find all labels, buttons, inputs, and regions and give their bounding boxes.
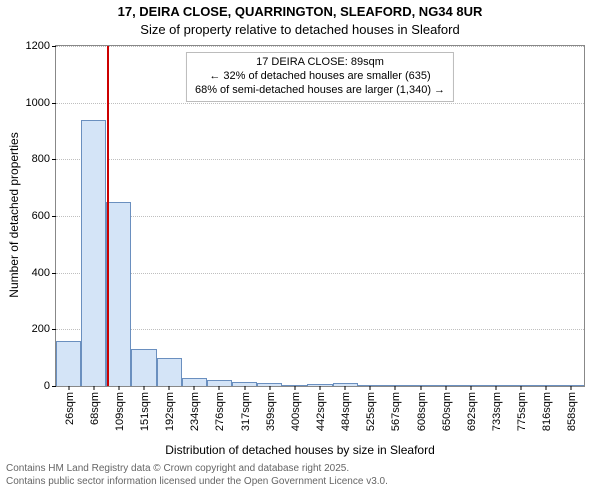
x-tick-label: 775sqm bbox=[514, 392, 528, 431]
x-tick-label: 192sqm bbox=[162, 392, 176, 431]
x-tick-label: 68sqm bbox=[87, 392, 101, 425]
x-tick-label: 234sqm bbox=[187, 392, 201, 431]
x-tick bbox=[395, 386, 396, 390]
y-tick-label: 1200 bbox=[26, 40, 56, 52]
y-tick-label: 400 bbox=[32, 267, 56, 279]
x-tick bbox=[219, 386, 220, 390]
x-tick-label: 484sqm bbox=[338, 392, 352, 431]
gridline bbox=[56, 329, 584, 330]
x-axis-label: Distribution of detached houses by size … bbox=[0, 443, 600, 457]
caption-line2: Contains public sector information licen… bbox=[6, 476, 600, 489]
x-tick-label: 151sqm bbox=[137, 392, 151, 431]
x-tick-label: 733sqm bbox=[489, 392, 503, 431]
x-tick bbox=[546, 386, 547, 390]
annotation-box: 17 DEIRA CLOSE: 89sqm ← 32% of detached … bbox=[186, 52, 454, 102]
histogram-bar bbox=[106, 202, 131, 386]
annotation-line3: 68% of semi-detached houses are larger (… bbox=[195, 84, 445, 98]
x-tick bbox=[194, 386, 195, 390]
x-tick-label: 858sqm bbox=[564, 392, 578, 431]
x-tick bbox=[118, 386, 119, 390]
x-tick-label: 317sqm bbox=[238, 392, 252, 431]
caption-line1: Contains HM Land Registry data © Crown c… bbox=[6, 463, 600, 476]
x-tick-label: 400sqm bbox=[288, 392, 302, 431]
gridline bbox=[56, 273, 584, 274]
y-tick-label: 200 bbox=[32, 323, 56, 335]
x-tick-label: 650sqm bbox=[439, 392, 453, 431]
x-tick-label: 567sqm bbox=[388, 392, 402, 431]
y-tick-label: 800 bbox=[32, 153, 56, 165]
gridline bbox=[56, 46, 584, 47]
gridline bbox=[56, 159, 584, 160]
x-tick bbox=[294, 386, 295, 390]
y-tick-label: 1000 bbox=[26, 97, 56, 109]
x-tick-label: 692sqm bbox=[464, 392, 478, 431]
x-tick bbox=[244, 386, 245, 390]
y-tick-label: 0 bbox=[44, 380, 56, 392]
x-tick bbox=[345, 386, 346, 390]
x-tick bbox=[269, 386, 270, 390]
x-tick bbox=[320, 386, 321, 390]
chart-subtitle: Size of property relative to detached ho… bbox=[0, 22, 600, 37]
x-tick bbox=[144, 386, 145, 390]
x-tick-label: 816sqm bbox=[539, 392, 553, 431]
property-size-chart: 17, DEIRA CLOSE, QUARRINGTON, SLEAFORD, … bbox=[0, 0, 600, 500]
x-tick-label: 442sqm bbox=[313, 392, 327, 431]
x-tick bbox=[521, 386, 522, 390]
x-tick bbox=[370, 386, 371, 390]
x-tick bbox=[571, 386, 572, 390]
chart-title: 17, DEIRA CLOSE, QUARRINGTON, SLEAFORD, … bbox=[0, 4, 600, 19]
x-tick-label: 109sqm bbox=[112, 392, 126, 431]
x-tick-label: 525sqm bbox=[363, 392, 377, 431]
x-tick-label: 608sqm bbox=[414, 392, 428, 431]
gridline bbox=[56, 103, 584, 104]
gridline bbox=[56, 216, 584, 217]
histogram-bar bbox=[157, 358, 182, 386]
annotation-line2: ← 32% of detached houses are smaller (63… bbox=[195, 70, 445, 84]
x-tick bbox=[470, 386, 471, 390]
x-tick bbox=[496, 386, 497, 390]
chart-caption: Contains HM Land Registry data © Crown c… bbox=[0, 463, 600, 488]
x-tick bbox=[68, 386, 69, 390]
x-tick-label: 359sqm bbox=[263, 392, 277, 431]
x-tick-label: 276sqm bbox=[212, 392, 226, 431]
histogram-bar bbox=[131, 349, 156, 386]
x-tick bbox=[169, 386, 170, 390]
plot-area: 02004006008001000120026sqm68sqm109sqm151… bbox=[55, 45, 585, 387]
x-tick bbox=[93, 386, 94, 390]
x-tick bbox=[445, 386, 446, 390]
y-axis-label: Number of detached properties bbox=[7, 132, 21, 297]
x-tick-label: 26sqm bbox=[62, 392, 76, 425]
annotation-line1: 17 DEIRA CLOSE: 89sqm bbox=[195, 56, 445, 70]
histogram-bar bbox=[56, 341, 81, 386]
reference-line bbox=[107, 46, 109, 386]
x-tick bbox=[420, 386, 421, 390]
histogram-bar bbox=[182, 378, 207, 387]
y-tick-label: 600 bbox=[32, 210, 56, 222]
histogram-bar bbox=[81, 120, 106, 386]
